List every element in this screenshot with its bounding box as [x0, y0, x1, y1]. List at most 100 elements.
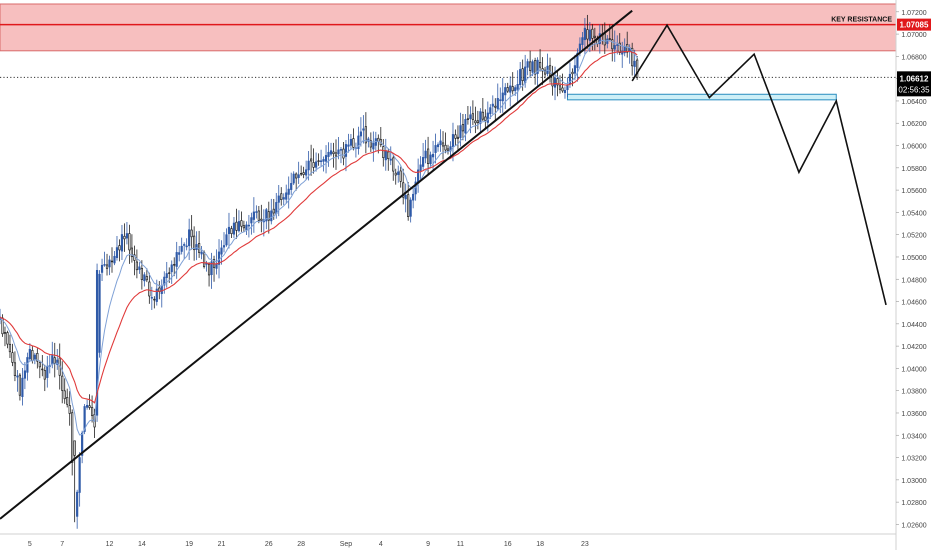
candle: [631, 42, 634, 76]
candle: [230, 225, 233, 238]
candle-body: [260, 218, 263, 221]
candle: [402, 168, 405, 205]
candle: [220, 240, 223, 265]
candle: [332, 142, 335, 168]
candle-body: [364, 126, 367, 144]
candle-body: [392, 157, 395, 172]
candle-body: [446, 148, 450, 152]
candle: [38, 360, 41, 379]
candle-body: [310, 158, 313, 162]
candle-body: [95, 269, 99, 416]
candle: [76, 489, 79, 529]
candle: [267, 201, 270, 234]
candle-body: [150, 297, 153, 299]
candle-body: [337, 149, 340, 155]
candle-body: [61, 375, 64, 391]
candle: [138, 262, 141, 274]
candle-body: [531, 61, 534, 73]
candle-body: [407, 194, 410, 217]
candle-body: [476, 120, 479, 124]
candle: [178, 245, 181, 262]
candle: [225, 228, 228, 247]
candle-body: [586, 29, 589, 40]
candle-body: [292, 173, 295, 184]
annotations: [0, 9, 887, 520]
candle: [310, 144, 313, 176]
candle-body: [143, 274, 146, 282]
candle: [16, 370, 19, 392]
candle-body: [220, 247, 223, 255]
candle: [103, 251, 106, 267]
candle: [626, 31, 629, 58]
projection-path[interactable]: [631, 23, 887, 306]
candle-body: [245, 224, 248, 231]
candle: [98, 270, 101, 358]
candle-body: [349, 139, 353, 146]
price-axis-label: 1.03200: [901, 456, 926, 463]
candle: [108, 255, 111, 276]
candle: [41, 355, 44, 377]
candle-body: [36, 353, 39, 362]
candle-body: [543, 69, 547, 75]
candle: [63, 378, 66, 404]
candle: [247, 214, 250, 238]
candle-body: [404, 194, 407, 200]
candle: [18, 373, 22, 401]
candle-body: [247, 224, 250, 227]
candle-body: [451, 134, 455, 148]
price-axis-label: 1.07000: [901, 32, 926, 39]
candle: [280, 187, 283, 206]
candle: [173, 257, 176, 277]
price-axis-label: 1.05000: [901, 255, 926, 262]
candle: [581, 31, 584, 52]
candle-body: [120, 234, 124, 252]
candle-body: [494, 105, 497, 108]
candle-body: [334, 152, 338, 157]
candle: [180, 237, 183, 255]
candle: [474, 106, 477, 134]
candle: [501, 78, 504, 113]
candle-body: [41, 368, 44, 371]
candle-body: [486, 112, 489, 123]
candle-body: [344, 144, 348, 157]
candle-body: [227, 226, 231, 235]
candle: [290, 172, 293, 195]
candle: [529, 50, 532, 77]
price-axis-label: 1.03400: [901, 433, 926, 440]
candle: [66, 388, 69, 408]
candle-body: [608, 38, 611, 40]
time-axis[interactable]: ug57121419212628Sep4911161823: [0, 533, 896, 548]
candle-body: [399, 170, 402, 182]
candle-body: [21, 377, 24, 397]
candle: [481, 98, 484, 122]
candle: [327, 142, 330, 167]
candle-body: [409, 199, 412, 217]
candle-body: [347, 144, 350, 147]
candle-body: [524, 66, 527, 84]
candle-body: [242, 225, 246, 229]
candle: [541, 57, 544, 85]
candle-body: [504, 87, 507, 96]
candle-body: [13, 362, 17, 376]
candle-body: [514, 87, 517, 92]
candle-body: [235, 221, 238, 231]
candle-body: [78, 457, 81, 493]
candle: [170, 260, 173, 284]
candle-body: [369, 140, 372, 148]
candle-body: [115, 247, 119, 259]
support-zone: [566, 93, 837, 101]
candle: [613, 30, 616, 62]
candle: [86, 399, 89, 410]
candle-body: [173, 264, 176, 266]
candle-body: [28, 348, 31, 360]
uptrend-line[interactable]: [0, 9, 633, 520]
candle-body: [469, 114, 472, 120]
time-axis-label: 21: [218, 541, 226, 548]
candle-body: [135, 261, 138, 271]
candle-body: [252, 211, 255, 220]
candle: [287, 176, 290, 209]
candle-body: [314, 161, 318, 168]
